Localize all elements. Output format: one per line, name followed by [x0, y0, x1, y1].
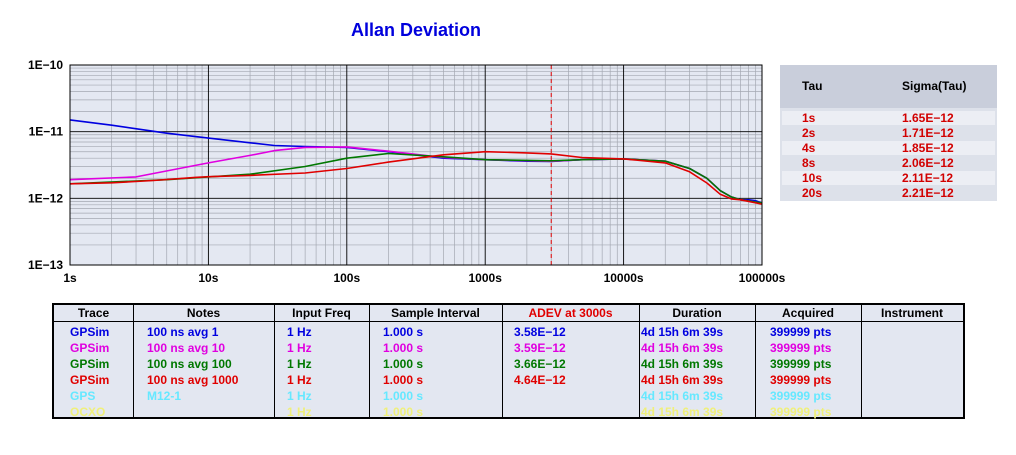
table-cell: 1 Hz	[287, 341, 312, 355]
table-cell: GPSim	[70, 373, 110, 387]
sigma-value: 1.85E−12	[902, 141, 954, 155]
table-cell: 1.000 s	[383, 373, 424, 387]
table-cell: 1.000 s	[383, 341, 424, 355]
tau-value: 2s	[802, 126, 816, 140]
table-cell: 4d 15h 6m 39s	[641, 373, 724, 387]
tau-sigma-panel: Tau Sigma(Tau) 1s 1.65E−12 2s 1.71E−12 4s 1.8…	[780, 65, 997, 201]
tau-sigma-row: 1s 1.65E−12	[782, 111, 995, 125]
table-cell: 3.66E−12	[514, 357, 566, 371]
table-cell: 4d 15h 6m 39s	[641, 389, 724, 403]
y-tick-label: 1E−10	[28, 58, 63, 72]
table-cell: 399999 pts	[770, 325, 832, 339]
table-cell: 4d 15h 6m 39s	[641, 341, 724, 355]
table-cell: 1 Hz	[287, 325, 312, 339]
table-cell: 1.000 s	[383, 357, 424, 371]
column-header: Instrument	[880, 306, 943, 320]
table-cell: 1 Hz	[287, 389, 312, 403]
column-header: Trace	[77, 306, 110, 320]
table-cell: 1.000 s	[383, 325, 424, 339]
series-line-3	[69, 152, 763, 204]
tau-value: 4s	[802, 141, 816, 155]
column-divider	[755, 305, 756, 417]
table-cell: 1.000 s	[383, 389, 424, 403]
table-cell: 3.59E−12	[514, 341, 566, 355]
table-cell: 100 ns avg 10	[147, 341, 226, 355]
column-divider	[639, 305, 640, 417]
x-tick-label: 10s	[198, 271, 218, 285]
header-divider	[54, 321, 963, 322]
table-cell: 4.64E−12	[514, 373, 566, 387]
table-cell: 100 ns avg 1	[147, 325, 219, 339]
x-tick-label: 100000s	[739, 271, 786, 285]
table-cell: 399999 pts	[770, 357, 832, 371]
table-cell: OCXO	[70, 405, 106, 419]
trace-info-table: Trace Notes Input Freq Sample Interval ADEV …	[52, 303, 965, 419]
tau-value: 1s	[802, 111, 816, 125]
x-tick-label: 1s	[63, 271, 77, 285]
y-tick-label: 1E−12	[28, 191, 63, 205]
table-cell: 399999 pts	[770, 389, 832, 403]
tau-value: 8s	[802, 156, 816, 170]
tau-value: 20s	[802, 186, 823, 200]
plot-border	[69, 64, 763, 266]
table-cell: 399999 pts	[770, 373, 832, 387]
table-cell: GPSim	[70, 357, 110, 371]
table-cell: 100 ns avg 100	[147, 357, 232, 371]
column-header: Sample Interval	[391, 306, 480, 320]
column-header: ADEV at 3000s	[528, 306, 613, 320]
table-cell: 399999 pts	[770, 341, 832, 355]
column-divider	[502, 305, 503, 417]
column-divider	[133, 305, 134, 417]
table-cell: 4d 15h 6m 39s	[641, 405, 724, 419]
column-header: Input Freq	[292, 306, 351, 320]
tau-sigma-row: 8s 2.06E−12	[782, 156, 995, 170]
y-tick-label: 1E−11	[29, 125, 64, 139]
series-layer	[69, 119, 763, 205]
tau-sigma-row: 2s 1.71E−12	[782, 126, 995, 140]
table-cell: 1 Hz	[287, 357, 312, 371]
tau-header: Tau	[802, 79, 823, 93]
y-tick-label: 1E−13	[28, 258, 63, 272]
table-cell: 4d 15h 6m 39s	[641, 325, 724, 339]
plot-area	[70, 65, 762, 265]
series-line-4	[69, 150, 763, 205]
sigma-value: 2.21E−12	[902, 186, 954, 200]
tau-sigma-row: 20s 2.21E−12	[782, 186, 995, 200]
column-divider	[274, 305, 275, 417]
tau-sigma-row: 10s 2.11E−12	[782, 171, 995, 185]
table-cell: 4d 15h 6m 39s	[641, 357, 724, 371]
x-tick-label: 1000s	[469, 271, 503, 285]
table-cell: GPSim	[70, 325, 110, 339]
allan-deviation-chart: Allan Deviation 1s 10s 100s 1000s 10000s 1000…	[28, 20, 786, 285]
tau-sigma-header: Tau Sigma(Tau)	[780, 65, 997, 108]
sigma-value: 2.06E−12	[902, 156, 954, 170]
tau-value: 10s	[802, 171, 823, 185]
tau-sigma-row: 4s 1.85E−12	[782, 141, 995, 155]
x-tick-labels: 1s 10s 100s 1000s 10000s 100000s	[63, 271, 785, 285]
x-tick-label: 100s	[333, 271, 360, 285]
column-header: Notes	[186, 306, 221, 320]
table-cell: 399999 pts	[770, 405, 832, 419]
x-tick-label: 10000s	[604, 271, 644, 285]
table-cell: GPS	[70, 389, 96, 403]
table-cell: M12-1	[147, 389, 182, 403]
table-cell: GPSim	[70, 341, 110, 355]
column-header: Acquired	[781, 306, 834, 320]
table-cell: 1.000 s	[383, 405, 424, 419]
y-tick-labels: 1E−10 1E−11 1E−12 1E−13	[28, 58, 63, 272]
sigma-value: 1.71E−12	[902, 126, 954, 140]
table-cell: 3.58E−12	[514, 325, 566, 339]
column-divider	[861, 305, 862, 417]
sigma-value: 2.11E−12	[902, 171, 954, 185]
table-cell: 100 ns avg 1000	[147, 373, 239, 387]
column-header: Duration	[672, 306, 722, 320]
table-cell: 1 Hz	[287, 405, 312, 419]
column-divider	[369, 305, 370, 417]
major-gridlines	[70, 65, 762, 265]
sigma-value: 1.65E−12	[902, 111, 954, 125]
table-cell: 1 Hz	[287, 373, 312, 387]
chart-title: Allan Deviation	[351, 20, 481, 40]
sigma-header: Sigma(Tau)	[902, 79, 967, 93]
